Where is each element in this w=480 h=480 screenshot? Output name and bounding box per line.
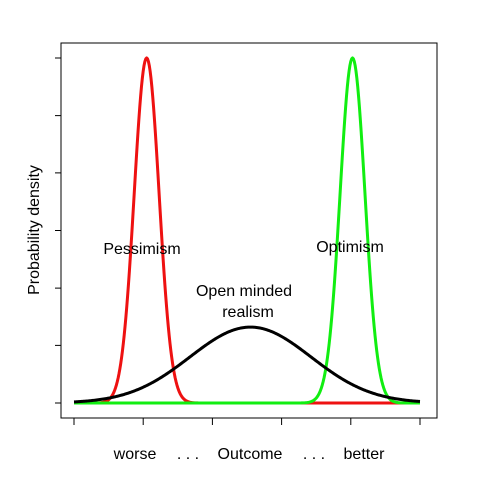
annotation-realism-line2: realism	[222, 304, 274, 321]
y-axis-label: Probability density	[26, 165, 43, 295]
x-axis-ticks	[73, 418, 421, 425]
y-axis-ticks	[55, 57, 61, 404]
annotation-realism-line1: Open minded	[196, 283, 292, 300]
curve-realism	[73, 325, 421, 404]
annotation-pessimism: Pessimism	[103, 241, 180, 258]
x-label-dots-right: . . .	[303, 446, 325, 463]
curve-optimism	[73, 56, 421, 405]
x-label-outcome: Outcome	[218, 446, 283, 463]
plot-frame	[60, 42, 438, 419]
x-label-better: better	[344, 446, 386, 463]
annotation-optimism: Optimism	[316, 239, 384, 256]
series-curves	[73, 56, 421, 405]
x-label-dots-left: . . .	[177, 446, 199, 463]
x-label-worse: worse	[113, 446, 157, 463]
